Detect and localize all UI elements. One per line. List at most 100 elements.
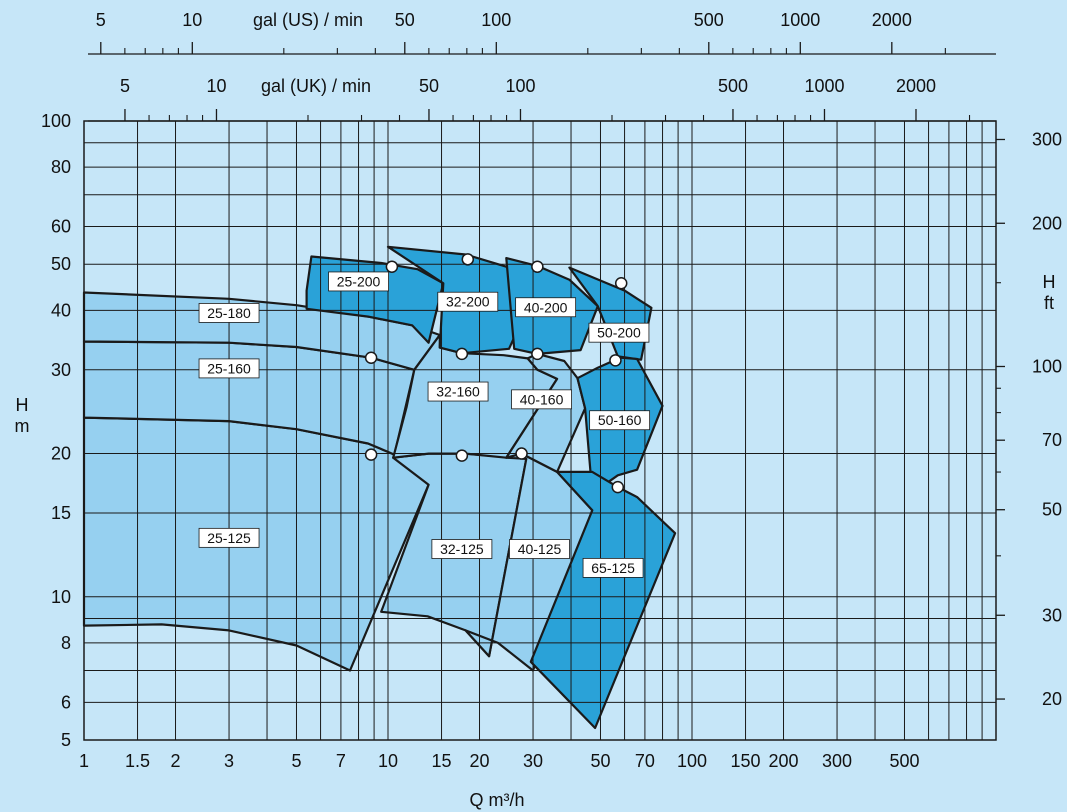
region-label: 50-200 xyxy=(597,325,641,341)
region-label-box xyxy=(431,539,493,559)
chart-axes: 1 1.5 2 3 5 7 10 15 20 30 50 70 100 150 200 300 500 5 6 8 10… xyxy=(41,10,1062,771)
region-label: 40-125 xyxy=(518,541,562,557)
region-40-160 xyxy=(505,352,587,473)
region-label: 25-180 xyxy=(207,305,251,321)
region-label: 32-160 xyxy=(436,384,480,400)
x-tick-label: 20 xyxy=(469,751,489,771)
x-tick-label: 100 xyxy=(677,751,707,771)
top-uk-tick-label: 10 xyxy=(206,76,226,96)
region-label: 32-200 xyxy=(446,294,490,310)
x-tick-label: 50 xyxy=(590,751,610,771)
y-tick-label: 10 xyxy=(51,587,71,607)
x-tick-label: 1 xyxy=(79,751,89,771)
top-us-tick-label: 100 xyxy=(481,10,511,30)
x-tick-label: 200 xyxy=(768,751,798,771)
top-uk-tick-label: 50 xyxy=(419,76,439,96)
region-label: 25-160 xyxy=(207,360,251,376)
region-label-box xyxy=(437,291,499,312)
best-efficiency-marker xyxy=(455,449,469,462)
top-uk-tick-label: 500 xyxy=(718,76,748,96)
right-tick-label: 30 xyxy=(1042,605,1062,625)
y-tick-label: 6 xyxy=(61,692,71,712)
top-us-tick-label: 2000 xyxy=(872,10,912,30)
y-tick-label: 100 xyxy=(41,111,71,131)
x-tick-label: 150 xyxy=(731,751,761,771)
right-axis-title-line2: ft xyxy=(1044,293,1054,313)
region-label-box xyxy=(582,557,644,578)
top-uk-tick-label: 2000 xyxy=(896,76,936,96)
right-tick-label: 200 xyxy=(1032,213,1062,233)
y-tick-label: 20 xyxy=(51,444,71,464)
region-label-box xyxy=(198,358,260,379)
right-tick-label: 20 xyxy=(1042,689,1062,709)
region-label: 65-125 xyxy=(591,560,635,576)
region-label-box xyxy=(328,271,389,292)
x-tick-label: 30 xyxy=(523,751,543,771)
best-efficiency-marker xyxy=(609,354,622,367)
right-tick-label: 50 xyxy=(1042,500,1062,520)
y-axis-title-line1: H xyxy=(16,395,29,415)
best-efficiency-marker xyxy=(614,277,628,290)
best-efficiency-marker xyxy=(531,347,544,361)
x-tick-label: 5 xyxy=(291,751,301,771)
region-label: 40-200 xyxy=(524,299,568,315)
y-tick-label: 40 xyxy=(51,300,71,320)
x-tick-label: 300 xyxy=(822,751,852,771)
region-label-box xyxy=(198,527,260,548)
x-tick-label: 2 xyxy=(171,751,181,771)
top-axis-uk-title: gal (UK) / min xyxy=(261,76,371,96)
region-label-box xyxy=(427,381,489,402)
right-tick-label: 100 xyxy=(1032,356,1062,376)
best-efficiency-marker xyxy=(364,351,378,364)
region-label-box xyxy=(515,297,577,318)
region-label: 25-125 xyxy=(207,530,251,546)
best-efficiency-marker xyxy=(515,447,528,460)
y-tick-label: 5 xyxy=(61,730,71,750)
region-label: 50-160 xyxy=(598,412,642,428)
x-tick-label: 15 xyxy=(432,751,452,771)
best-efficiency-marker xyxy=(364,448,378,461)
region-label: 25-200 xyxy=(337,273,381,289)
y-tick-label: 50 xyxy=(51,254,71,274)
best-efficiency-marker xyxy=(455,347,469,361)
chart-gridlines xyxy=(83,120,997,741)
y-tick-label: 80 xyxy=(51,157,71,177)
top-us-tick-label: 5 xyxy=(96,10,106,30)
right-tick-label: 70 xyxy=(1042,430,1062,450)
x-tick-label: 3 xyxy=(224,751,234,771)
right-axis-title-line1: H xyxy=(1043,272,1056,292)
top-us-tick-label: 500 xyxy=(694,10,724,30)
region-label-box xyxy=(589,410,651,431)
x-axis-title: Q m³/h xyxy=(469,790,524,810)
best-efficiency-marker xyxy=(531,260,544,273)
top-us-tick-label: 10 xyxy=(182,10,202,30)
x-tick-label: 7 xyxy=(336,751,346,771)
x-tick-label: 70 xyxy=(635,751,655,771)
top-uk-tick-label: 5 xyxy=(120,76,130,96)
x-tick-label: 10 xyxy=(378,751,398,771)
top-us-tick-label: 50 xyxy=(395,10,415,30)
right-tick-label: 300 xyxy=(1032,129,1062,149)
x-tick-label: 500 xyxy=(889,751,919,771)
top-uk-tick-label: 100 xyxy=(505,76,535,96)
y-tick-label: 8 xyxy=(61,633,71,653)
top-us-tick-label: 1000 xyxy=(780,10,820,30)
y-tick-label: 15 xyxy=(51,503,71,523)
region-label-box xyxy=(509,539,570,559)
region-label-box xyxy=(198,303,260,323)
region-label: 40-160 xyxy=(520,391,564,407)
chart-region-labels: 25-125 25-160 25-180 32-125 32-160 40-125 40-1… xyxy=(198,253,651,578)
best-efficiency-marker xyxy=(385,260,399,273)
region-label-box xyxy=(588,322,650,343)
best-efficiency-marker xyxy=(611,480,625,494)
best-efficiency-marker xyxy=(461,253,475,266)
y-tick-label: 30 xyxy=(51,360,71,380)
region-label: 32-125 xyxy=(440,541,484,557)
top-axis-us-title: gal (US) / min xyxy=(253,10,363,30)
y-tick-label: 60 xyxy=(51,217,71,237)
region-label-box xyxy=(511,389,572,410)
x-tick-label: 1.5 xyxy=(125,751,150,771)
top-uk-tick-label: 1000 xyxy=(804,76,844,96)
y-axis-title-line2: m xyxy=(15,416,30,436)
